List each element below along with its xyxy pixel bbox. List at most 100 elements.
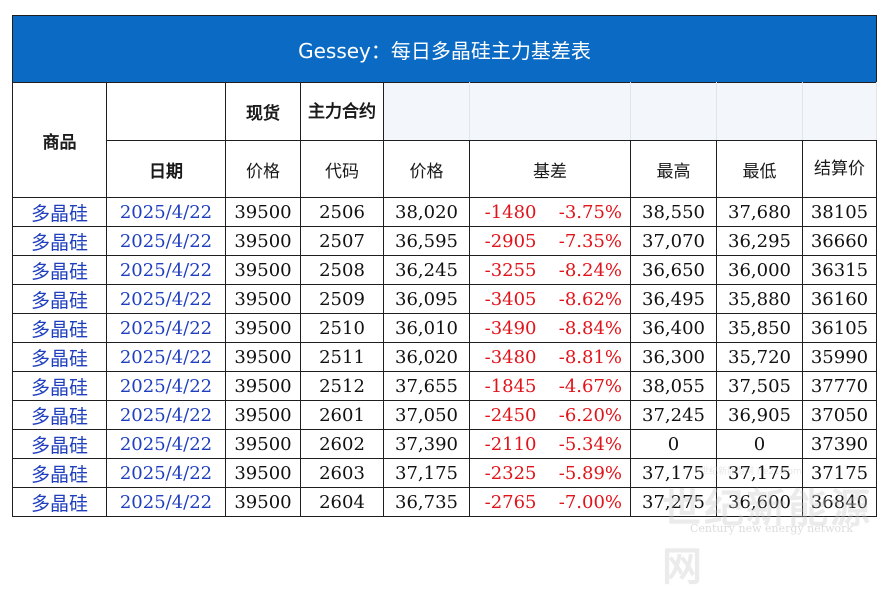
cell-settle: 37050 <box>802 400 877 430</box>
cell-spot: 39500 <box>225 487 301 517</box>
cell-basis-pct: -8.81% <box>544 342 631 372</box>
cell-basis: -2765 <box>469 487 545 517</box>
cell-code: 2508 <box>300 255 384 285</box>
cell-price: 37,175 <box>383 458 470 488</box>
cell-price: 38,020 <box>383 197 470 227</box>
cell-high: 0 <box>630 429 717 459</box>
cell-low: 35,720 <box>716 342 803 372</box>
table-row: 多晶硅 2025/4/22 39500 2510 36,010 -3490 -8.84% 36… <box>12 313 877 343</box>
cell-price: 36,020 <box>383 342 470 372</box>
cell-high: 38,550 <box>630 197 717 227</box>
cell-high: 36,300 <box>630 342 717 372</box>
cell-high: 36,400 <box>630 313 717 343</box>
cell-basis-pct: -7.35% <box>544 226 631 256</box>
cell-product: 多晶硅 <box>12 313 107 343</box>
cell-basis-pct: -6.20% <box>544 400 631 430</box>
cell-low: 37,505 <box>716 371 803 401</box>
cell-basis: -3405 <box>469 284 545 314</box>
header-product: 商品 <box>12 82 107 198</box>
cell-spot: 39500 <box>225 226 301 256</box>
cell-settle: 36105 <box>802 313 877 343</box>
cell-price: 36,095 <box>383 284 470 314</box>
table-row: 多晶硅 2025/4/22 39500 2512 37,655 -1845 -4.67% 38… <box>12 371 877 401</box>
cell-date: 2025/4/22 <box>106 313 226 343</box>
cell-date: 2025/4/22 <box>106 400 226 430</box>
cell-product: 多晶硅 <box>12 458 107 488</box>
header-grid-cell <box>716 82 803 141</box>
cell-high: 38,055 <box>630 371 717 401</box>
cell-date: 2025/4/22 <box>106 487 226 517</box>
cell-date: 2025/4/22 <box>106 284 226 314</box>
cell-product: 多晶硅 <box>12 400 107 430</box>
cell-basis: -2905 <box>469 226 545 256</box>
table-row: 多晶硅 2025/4/22 39500 2507 36,595 -2905 -7.35% 37… <box>12 226 877 256</box>
cell-basis-pct: -8.24% <box>544 255 631 285</box>
basis-table: 商品 现货 主力合约 日期 价格 代码 价格 基差 最高 最低 结算价 <box>12 82 877 517</box>
cell-high: 37,245 <box>630 400 717 430</box>
cell-low: 37,680 <box>716 197 803 227</box>
cell-basis-pct: -3.75% <box>544 197 631 227</box>
cell-settle: 38105 <box>802 197 877 227</box>
cell-low: 36,600 <box>716 487 803 517</box>
cell-spot: 39500 <box>225 400 301 430</box>
header-row-top: 商品 现货 主力合约 <box>12 82 877 198</box>
cell-code: 2603 <box>300 458 384 488</box>
header-contract: 主力合约 <box>300 82 384 141</box>
cell-high: 36,650 <box>630 255 717 285</box>
cell-basis-pct: -4.67% <box>544 371 631 401</box>
cell-code: 2506 <box>300 197 384 227</box>
watermark-english-text: Century new energy network <box>690 522 854 535</box>
cell-basis: -2450 <box>469 400 545 430</box>
cell-price: 37,390 <box>383 429 470 459</box>
cell-settle: 36840 <box>802 487 877 517</box>
table-row: 多晶硅 2025/4/22 39500 2506 38,020 -1480 -3.75% 38… <box>12 197 877 227</box>
cell-low: 37,175 <box>716 458 803 488</box>
cell-basis: -3255 <box>469 255 545 285</box>
cell-spot: 39500 <box>225 284 301 314</box>
cell-low: 0 <box>716 429 803 459</box>
table-row: 多晶硅 2025/4/22 39500 2509 36,095 -3405 -8.62% 36… <box>12 284 877 314</box>
table-row: 多晶硅 2025/4/22 39500 2511 36,020 -3480 -8.81% 36… <box>12 342 877 372</box>
cell-price: 36,735 <box>383 487 470 517</box>
cell-date: 2025/4/22 <box>106 226 226 256</box>
cell-basis-pct: -5.34% <box>544 429 631 459</box>
header-row-bottom: 日期 价格 代码 价格 基差 最高 最低 结算价 <box>13 140 877 198</box>
cell-code: 2511 <box>300 342 384 372</box>
cell-code: 2510 <box>300 313 384 343</box>
cell-product: 多晶硅 <box>12 371 107 401</box>
cell-basis: -1480 <box>469 197 545 227</box>
header-low: 最低 <box>716 140 803 198</box>
cell-price: 36,595 <box>383 226 470 256</box>
cell-low: 36,295 <box>716 226 803 256</box>
cell-spot: 39500 <box>225 342 301 372</box>
cell-basis: -2110 <box>469 429 545 459</box>
cell-date: 2025/4/22 <box>106 371 226 401</box>
cell-spot: 39500 <box>225 429 301 459</box>
cell-price: 36,010 <box>383 313 470 343</box>
cell-product: 多晶硅 <box>12 197 107 227</box>
header-blank <box>106 82 226 141</box>
cell-spot: 39500 <box>225 371 301 401</box>
cell-code: 2604 <box>300 487 384 517</box>
cell-product: 多晶硅 <box>12 226 107 256</box>
cell-date: 2025/4/22 <box>106 429 226 459</box>
basis-table-panel: Gessey：每日多晶硅主力基差表 商品 现货 主力合约 <box>12 15 877 517</box>
cell-code: 2509 <box>300 284 384 314</box>
header-basis: 基差 <box>469 140 631 198</box>
cell-date: 2025/4/22 <box>106 197 226 227</box>
cell-basis: -3490 <box>469 313 545 343</box>
cell-low: 36,000 <box>716 255 803 285</box>
cell-spot: 39500 <box>225 197 301 227</box>
cell-settle: 36315 <box>802 255 877 285</box>
cell-low: 35,850 <box>716 313 803 343</box>
table-row: 多晶硅 2025/4/22 39500 2602 37,390 -2110 -5.34% 0 0… <box>12 429 877 459</box>
cell-basis-pct: -7.00% <box>544 487 631 517</box>
header-grid-cell <box>802 82 877 141</box>
cell-code: 2512 <box>300 371 384 401</box>
header-grid-cell <box>630 82 717 141</box>
cell-code: 2507 <box>300 226 384 256</box>
cell-basis: -3480 <box>469 342 545 372</box>
cell-spot: 39500 <box>225 255 301 285</box>
cell-high: 36,495 <box>630 284 717 314</box>
cell-product: 多晶硅 <box>12 429 107 459</box>
